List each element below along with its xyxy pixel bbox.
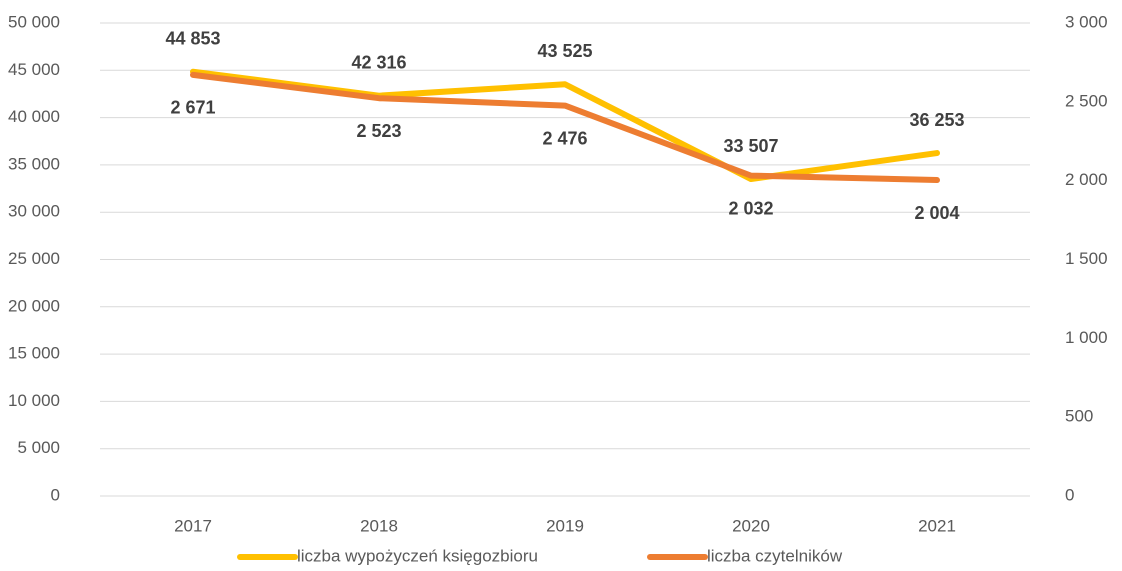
y-tick-label: 50 000 (8, 12, 60, 31)
y2-tick-label: 0 (1065, 485, 1074, 504)
y-tick-label: 30 000 (8, 202, 60, 221)
data-label: 2 523 (356, 121, 401, 141)
x-tick-label: 2017 (174, 516, 212, 535)
x-tick-label: 2018 (360, 516, 398, 535)
data-label: 2 004 (914, 203, 959, 223)
legend-label: liczba czytelników (707, 546, 843, 565)
y2-tick-label: 2 000 (1065, 170, 1108, 189)
data-label: 2 476 (542, 128, 587, 148)
data-label: 33 507 (723, 136, 778, 156)
series-line (190, 71, 940, 184)
y-tick-label: 10 000 (8, 391, 60, 410)
x-tick-label: 2019 (546, 516, 584, 535)
y-tick-label: 5 000 (17, 438, 60, 457)
x-tick-label: 2021 (918, 516, 956, 535)
data-label: 2 032 (728, 198, 773, 218)
y2-tick-label: 3 000 (1065, 12, 1108, 31)
y-tick-label: 20 000 (8, 296, 60, 315)
data-label: 44 853 (165, 28, 220, 48)
y-tick-label: 25 000 (8, 249, 60, 268)
y-tick-label: 45 000 (8, 60, 60, 79)
y2-tick-label: 2 500 (1065, 91, 1108, 110)
y-tick-label: 35 000 (8, 154, 60, 173)
data-label: 42 316 (351, 52, 406, 72)
x-tick-label: 2020 (732, 516, 770, 535)
data-label: 2 671 (170, 98, 215, 118)
y2-tick-label: 500 (1065, 407, 1093, 426)
y-tick-label: 15 000 (8, 344, 60, 363)
data-label: 43 525 (537, 41, 592, 61)
y-tick-label: 40 000 (8, 107, 60, 126)
legend-label: liczba wypożyczeń księgozbioru (297, 546, 538, 565)
y2-tick-label: 1 500 (1065, 249, 1108, 268)
y2-tick-label: 1 000 (1065, 328, 1108, 347)
data-label: 36 253 (909, 110, 964, 130)
y-tick-label: 0 (51, 485, 60, 504)
